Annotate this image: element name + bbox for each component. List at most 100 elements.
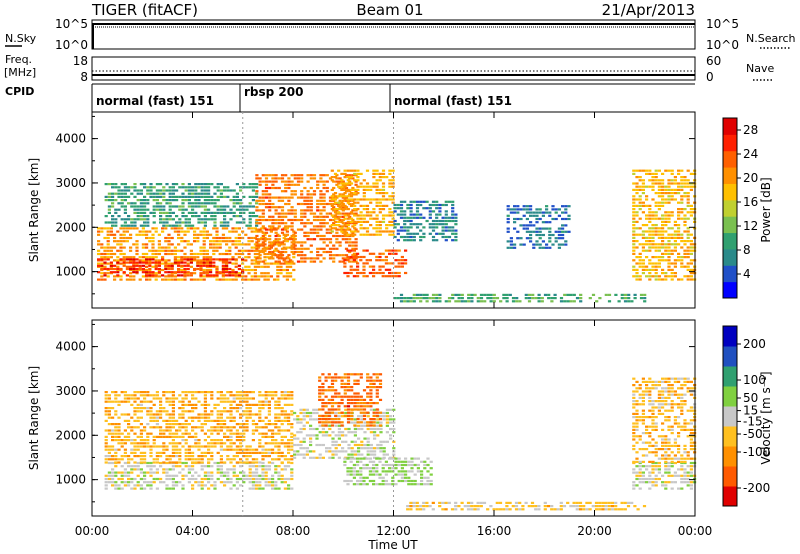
power-region-4: [330, 169, 395, 236]
cpid-segment-normal-2: normal (fast) 151: [394, 94, 512, 108]
colorbar-label-4: -15: [743, 414, 763, 428]
freq-tick-bottom: 8: [80, 70, 88, 84]
freq-unit-label: [MHz]: [4, 66, 36, 79]
power-colorbar: 28 24 20 16 12 8 4: [722, 117, 758, 299]
xtick-label-2: 08:00: [276, 524, 311, 538]
colorbar-swatch-7: [723, 346, 737, 367]
colorbar-swatch-4: [723, 216, 737, 234]
colorbar-label-4: 12: [743, 219, 758, 233]
colorbar-swatch-8: [723, 326, 737, 347]
colorbar-label-5: -50: [743, 427, 763, 441]
nave-tick-bottom: 0: [706, 70, 714, 84]
colorbar-swatch-6: [723, 183, 737, 201]
velocity-y-axis: 1000 2000 3000 4000: [55, 320, 696, 516]
velocity-region-6: [632, 461, 697, 490]
radar-title: TIGER (fitACF): [91, 1, 198, 19]
power-region-7: [393, 200, 458, 242]
nsky-tick-top: 10^5: [55, 17, 88, 31]
velocity-colorbar-label: Velocity [m s⁻¹]: [759, 371, 773, 464]
cpid-label: CPID: [5, 85, 34, 98]
nsky-nsearch-panel: 10^5 10^0 10^5 10^0 N.Sky N.Search: [5, 17, 796, 52]
colorbar-label-6: -100: [743, 445, 770, 459]
colorbar-swatch-1: [723, 265, 737, 283]
colorbar-label-1: 100: [743, 373, 766, 387]
nsky-tick-bottom: 10^0: [55, 38, 88, 52]
power-region-8: [506, 205, 571, 249]
velocity-region-3: [318, 373, 383, 427]
velocity-panel: 1000 2000 3000 4000 Slant Range [km] 200 100…: [27, 319, 773, 517]
colorbar-swatch-5: [723, 386, 737, 407]
colorbar-label-1: 24: [743, 147, 758, 161]
colorbar-swatch-0: [723, 281, 737, 299]
colorbar-label-3: 15: [743, 404, 758, 418]
colorbar-swatch-8: [723, 150, 737, 168]
nsearch-tick-bottom: 10^0: [706, 38, 739, 52]
colorbar-label-2: 50: [743, 391, 758, 405]
velocity-ylabel: Slant Range [km]: [27, 366, 41, 470]
power-region-9: [632, 169, 697, 281]
colorbar-swatch-5: [723, 199, 737, 217]
ytick-label-3: 4000: [55, 132, 86, 146]
nsearch-tick-top: 10^5: [706, 17, 739, 31]
power-region-6: [393, 293, 647, 303]
colorbar-label-6: 4: [743, 267, 751, 281]
power-region-0: [97, 227, 296, 281]
power-colorbar-label: Power [dB]: [759, 177, 773, 242]
velocity-heatmap-cells: [104, 373, 697, 511]
xtick-label-0: 00:00: [75, 524, 110, 538]
colorbar-swatch-6: [723, 366, 737, 387]
colorbar-swatch-7: [723, 167, 737, 184]
xtick-label-6: 00:00: [678, 524, 713, 538]
xtick-label-1: 04:00: [175, 524, 210, 538]
cpid-segment-rbsp: rbsp 200: [244, 85, 303, 99]
velocity-region-0: [104, 461, 294, 490]
xlabel: Time UT: [367, 538, 418, 552]
colorbar-label-5: 8: [743, 243, 751, 257]
colorbar-swatch-9: [723, 134, 737, 152]
nave-label: Nave: [746, 62, 774, 75]
freq-tick-top: 18: [73, 54, 88, 68]
ytick-label-1: 2000: [55, 428, 86, 442]
colorbar-swatch-1: [723, 466, 737, 487]
colorbar-swatch-3: [723, 232, 737, 250]
nsearch-label: N.Search: [746, 32, 796, 45]
colorbar-swatch-3: [723, 426, 737, 447]
velocity-region-4: [343, 457, 433, 486]
colorbar-label-3: 16: [743, 195, 758, 209]
power-region-2: [104, 183, 259, 227]
velocity-region-5: [406, 501, 647, 511]
power-region-3: [255, 174, 358, 263]
nave-tick-top: 60: [706, 54, 721, 68]
colorbar-swatch-10: [723, 118, 737, 135]
freq-label: Freq.: [5, 53, 32, 66]
freq-nave-panel: 18 8 60 0 Freq. [MHz] Nave CPID: [4, 53, 774, 98]
velocity-region-7: [632, 377, 697, 463]
power-ylabel: Slant Range [km]: [27, 158, 41, 262]
colorbar-swatch-2: [723, 248, 737, 266]
ytick-label-0: 1000: [55, 265, 86, 279]
colorbar-frame: [722, 325, 738, 507]
ytick-label-2: 3000: [55, 176, 86, 190]
velocity-region-1: [104, 391, 294, 464]
cpid-panel: normal (fast) 151 rbsp 200 normal (fast)…: [91, 83, 695, 112]
ytick-label-2: 3000: [55, 384, 86, 398]
xtick-label-4: 16:00: [477, 524, 512, 538]
colorbar-label-0: 200: [743, 337, 766, 351]
date-title: 21/Apr/2013: [602, 1, 695, 19]
ytick-label-3: 4000: [55, 340, 86, 354]
colorbar-swatch-2: [723, 446, 737, 467]
cpid-segment-normal-1: normal (fast) 151: [96, 94, 214, 108]
ytick-label-1: 2000: [55, 220, 86, 234]
time-x-axis: 00:00 04:00 08:00 12:00 16:00 20:00 00:00: [75, 524, 713, 538]
xtick-label-3: 12:00: [376, 524, 411, 538]
colorbar-swatch-4: [723, 406, 737, 427]
xtick-label-5: 20:00: [577, 524, 612, 538]
colorbar-frame: [722, 117, 738, 299]
beam-title: Beam 01: [356, 1, 423, 19]
nsky-label: N.Sky: [5, 32, 37, 45]
colorbar-label-0: 28: [743, 123, 758, 137]
power-region-5: [343, 249, 408, 278]
ytick-label-0: 1000: [55, 473, 86, 487]
power-panel: 1000 2000 3000 4000 Slant Range [km] 28 24 20…: [27, 111, 773, 309]
